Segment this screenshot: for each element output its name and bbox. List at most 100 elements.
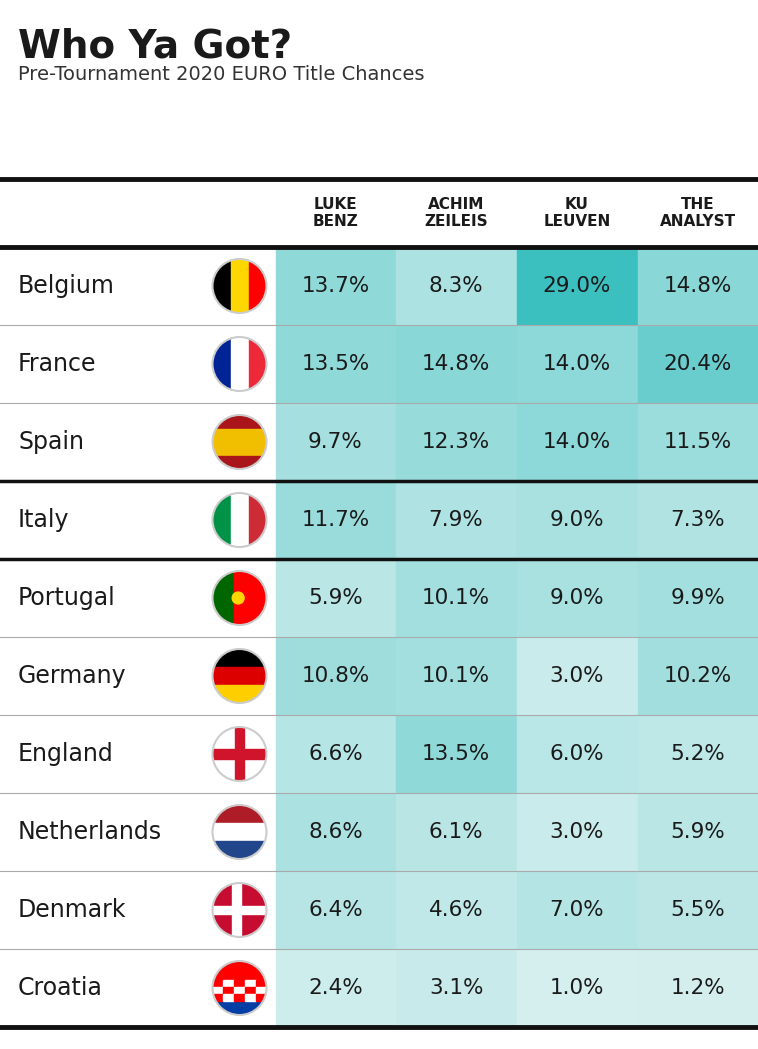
Circle shape <box>212 649 267 703</box>
Bar <box>234 987 245 994</box>
Bar <box>517 793 637 871</box>
Text: 2.4%: 2.4% <box>308 978 363 998</box>
Circle shape <box>212 337 267 391</box>
Text: Italy: Italy <box>18 508 70 532</box>
Bar <box>212 493 230 547</box>
Circle shape <box>212 805 267 859</box>
Bar <box>637 949 757 1027</box>
Text: 6.0%: 6.0% <box>550 744 604 764</box>
Bar <box>255 994 267 1001</box>
Circle shape <box>212 727 267 782</box>
Circle shape <box>212 415 267 469</box>
Bar <box>396 949 516 1027</box>
Text: 4.6%: 4.6% <box>429 900 484 920</box>
Bar <box>275 638 395 714</box>
Circle shape <box>212 493 267 547</box>
Bar <box>212 841 267 859</box>
Text: 10.1%: 10.1% <box>422 588 490 608</box>
Text: Spain: Spain <box>18 430 84 454</box>
Text: 7.3%: 7.3% <box>670 510 725 530</box>
Text: 13.5%: 13.5% <box>422 744 490 764</box>
Bar <box>517 481 637 558</box>
Text: KU
LEUVEN: KU LEUVEN <box>543 197 610 229</box>
Text: 3.0%: 3.0% <box>550 666 604 686</box>
Text: 20.4%: 20.4% <box>663 354 731 374</box>
Bar <box>637 481 757 558</box>
Bar <box>212 980 224 987</box>
Bar <box>234 994 245 1001</box>
Bar <box>517 559 637 637</box>
Bar <box>637 248 757 324</box>
Text: England: England <box>18 742 114 766</box>
Text: 13.7%: 13.7% <box>301 276 369 296</box>
Bar <box>637 793 757 871</box>
Text: Denmark: Denmark <box>18 898 127 922</box>
Bar <box>212 649 267 667</box>
Circle shape <box>212 259 267 313</box>
Bar <box>275 949 395 1027</box>
Bar <box>396 872 516 948</box>
Text: 14.8%: 14.8% <box>663 276 731 296</box>
Bar <box>212 455 267 469</box>
Bar <box>396 559 516 637</box>
Bar <box>245 994 255 1001</box>
Bar <box>396 715 516 792</box>
Text: 8.3%: 8.3% <box>429 276 484 296</box>
Text: THE
ANALYST: THE ANALYST <box>659 197 736 229</box>
Bar <box>517 248 637 324</box>
Bar <box>275 481 395 558</box>
Text: 3.0%: 3.0% <box>550 822 604 842</box>
Bar <box>396 638 516 714</box>
Bar <box>517 872 637 948</box>
Text: Germany: Germany <box>18 664 127 688</box>
Bar <box>396 481 516 558</box>
Bar <box>255 980 267 987</box>
Bar <box>637 559 757 637</box>
Bar <box>212 883 267 937</box>
Bar <box>212 905 267 915</box>
Circle shape <box>212 961 267 1015</box>
Bar <box>396 793 516 871</box>
Text: Portugal: Portugal <box>18 586 116 611</box>
Bar <box>230 493 249 547</box>
Bar <box>245 980 255 987</box>
Text: 5.9%: 5.9% <box>308 588 363 608</box>
Text: 14.8%: 14.8% <box>422 354 490 374</box>
Bar <box>249 493 267 547</box>
Text: 10.1%: 10.1% <box>422 666 490 686</box>
Bar <box>637 638 757 714</box>
Text: 7.0%: 7.0% <box>550 900 604 920</box>
Text: France: France <box>18 352 96 376</box>
Bar <box>275 872 395 948</box>
Bar <box>224 994 234 1001</box>
Text: 10.8%: 10.8% <box>301 666 369 686</box>
Bar <box>275 248 395 324</box>
Bar <box>517 715 637 792</box>
Text: Who Ya Got?: Who Ya Got? <box>18 27 292 65</box>
Bar <box>275 559 395 637</box>
Text: 1.2%: 1.2% <box>670 978 725 998</box>
Bar <box>396 325 516 403</box>
Text: 3.1%: 3.1% <box>429 978 484 998</box>
Text: 7.9%: 7.9% <box>429 510 484 530</box>
Text: LUKE
BENZ: LUKE BENZ <box>312 197 359 229</box>
Text: Belgium: Belgium <box>18 274 115 298</box>
Text: ACHIM
ZEILEIS: ACHIM ZEILEIS <box>424 197 488 229</box>
Bar <box>637 404 757 480</box>
Bar <box>517 949 637 1027</box>
Text: 1.0%: 1.0% <box>550 978 604 998</box>
Text: Croatia: Croatia <box>18 976 103 1000</box>
Bar <box>230 259 249 313</box>
Text: 6.1%: 6.1% <box>429 822 484 842</box>
Bar <box>637 872 757 948</box>
Bar <box>245 987 255 994</box>
Bar <box>212 428 267 455</box>
Bar <box>212 667 267 685</box>
Bar <box>275 793 395 871</box>
Text: 8.6%: 8.6% <box>308 822 363 842</box>
Bar <box>212 727 267 782</box>
Text: 9.7%: 9.7% <box>308 432 363 452</box>
Bar <box>517 404 637 480</box>
Bar <box>212 685 267 703</box>
Bar <box>275 404 395 480</box>
